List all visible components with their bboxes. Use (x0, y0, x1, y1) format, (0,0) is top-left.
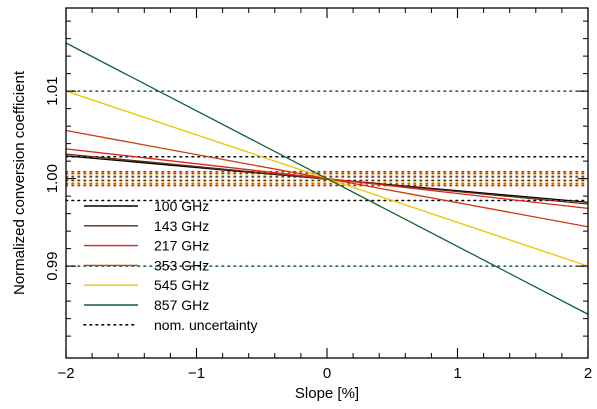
legend-label: 857 GHz (154, 297, 209, 313)
tick-labels: −2 −1 0 1 2 0.99 1.00 1.01 (44, 77, 592, 382)
legend-label: 353 GHz (154, 257, 209, 273)
plot-frame (65, 7, 589, 359)
legend-label: nom. uncertainty (154, 317, 258, 333)
legend: 100 GHz 143 GHz 217 GHz 353 GHz 545 GHz 857 G… (83, 198, 258, 333)
x-tick-label: 0 (323, 365, 331, 382)
axis-ticks (65, 8, 589, 358)
y-tick-label: 1.00 (44, 164, 61, 193)
legend-label: 545 GHz (154, 277, 209, 293)
y-axis-label: Normalized conversion coefficient (11, 70, 28, 295)
x-tick-label: −1 (188, 365, 205, 382)
legend-label: 217 GHz (154, 238, 209, 254)
x-tick-label: 2 (584, 365, 592, 382)
legend-label: 143 GHz (154, 218, 209, 234)
x-tick-label: 1 (453, 365, 461, 382)
series-line-857-ghz (66, 42, 588, 315)
x-axis-label: Slope [%] (295, 385, 359, 402)
y-tick-label: 0.99 (44, 252, 61, 281)
x-tick-label: −2 (57, 365, 74, 382)
y-tick-label: 1.01 (44, 77, 61, 106)
series-lines (66, 42, 588, 315)
legend-label: 100 GHz (154, 198, 209, 214)
